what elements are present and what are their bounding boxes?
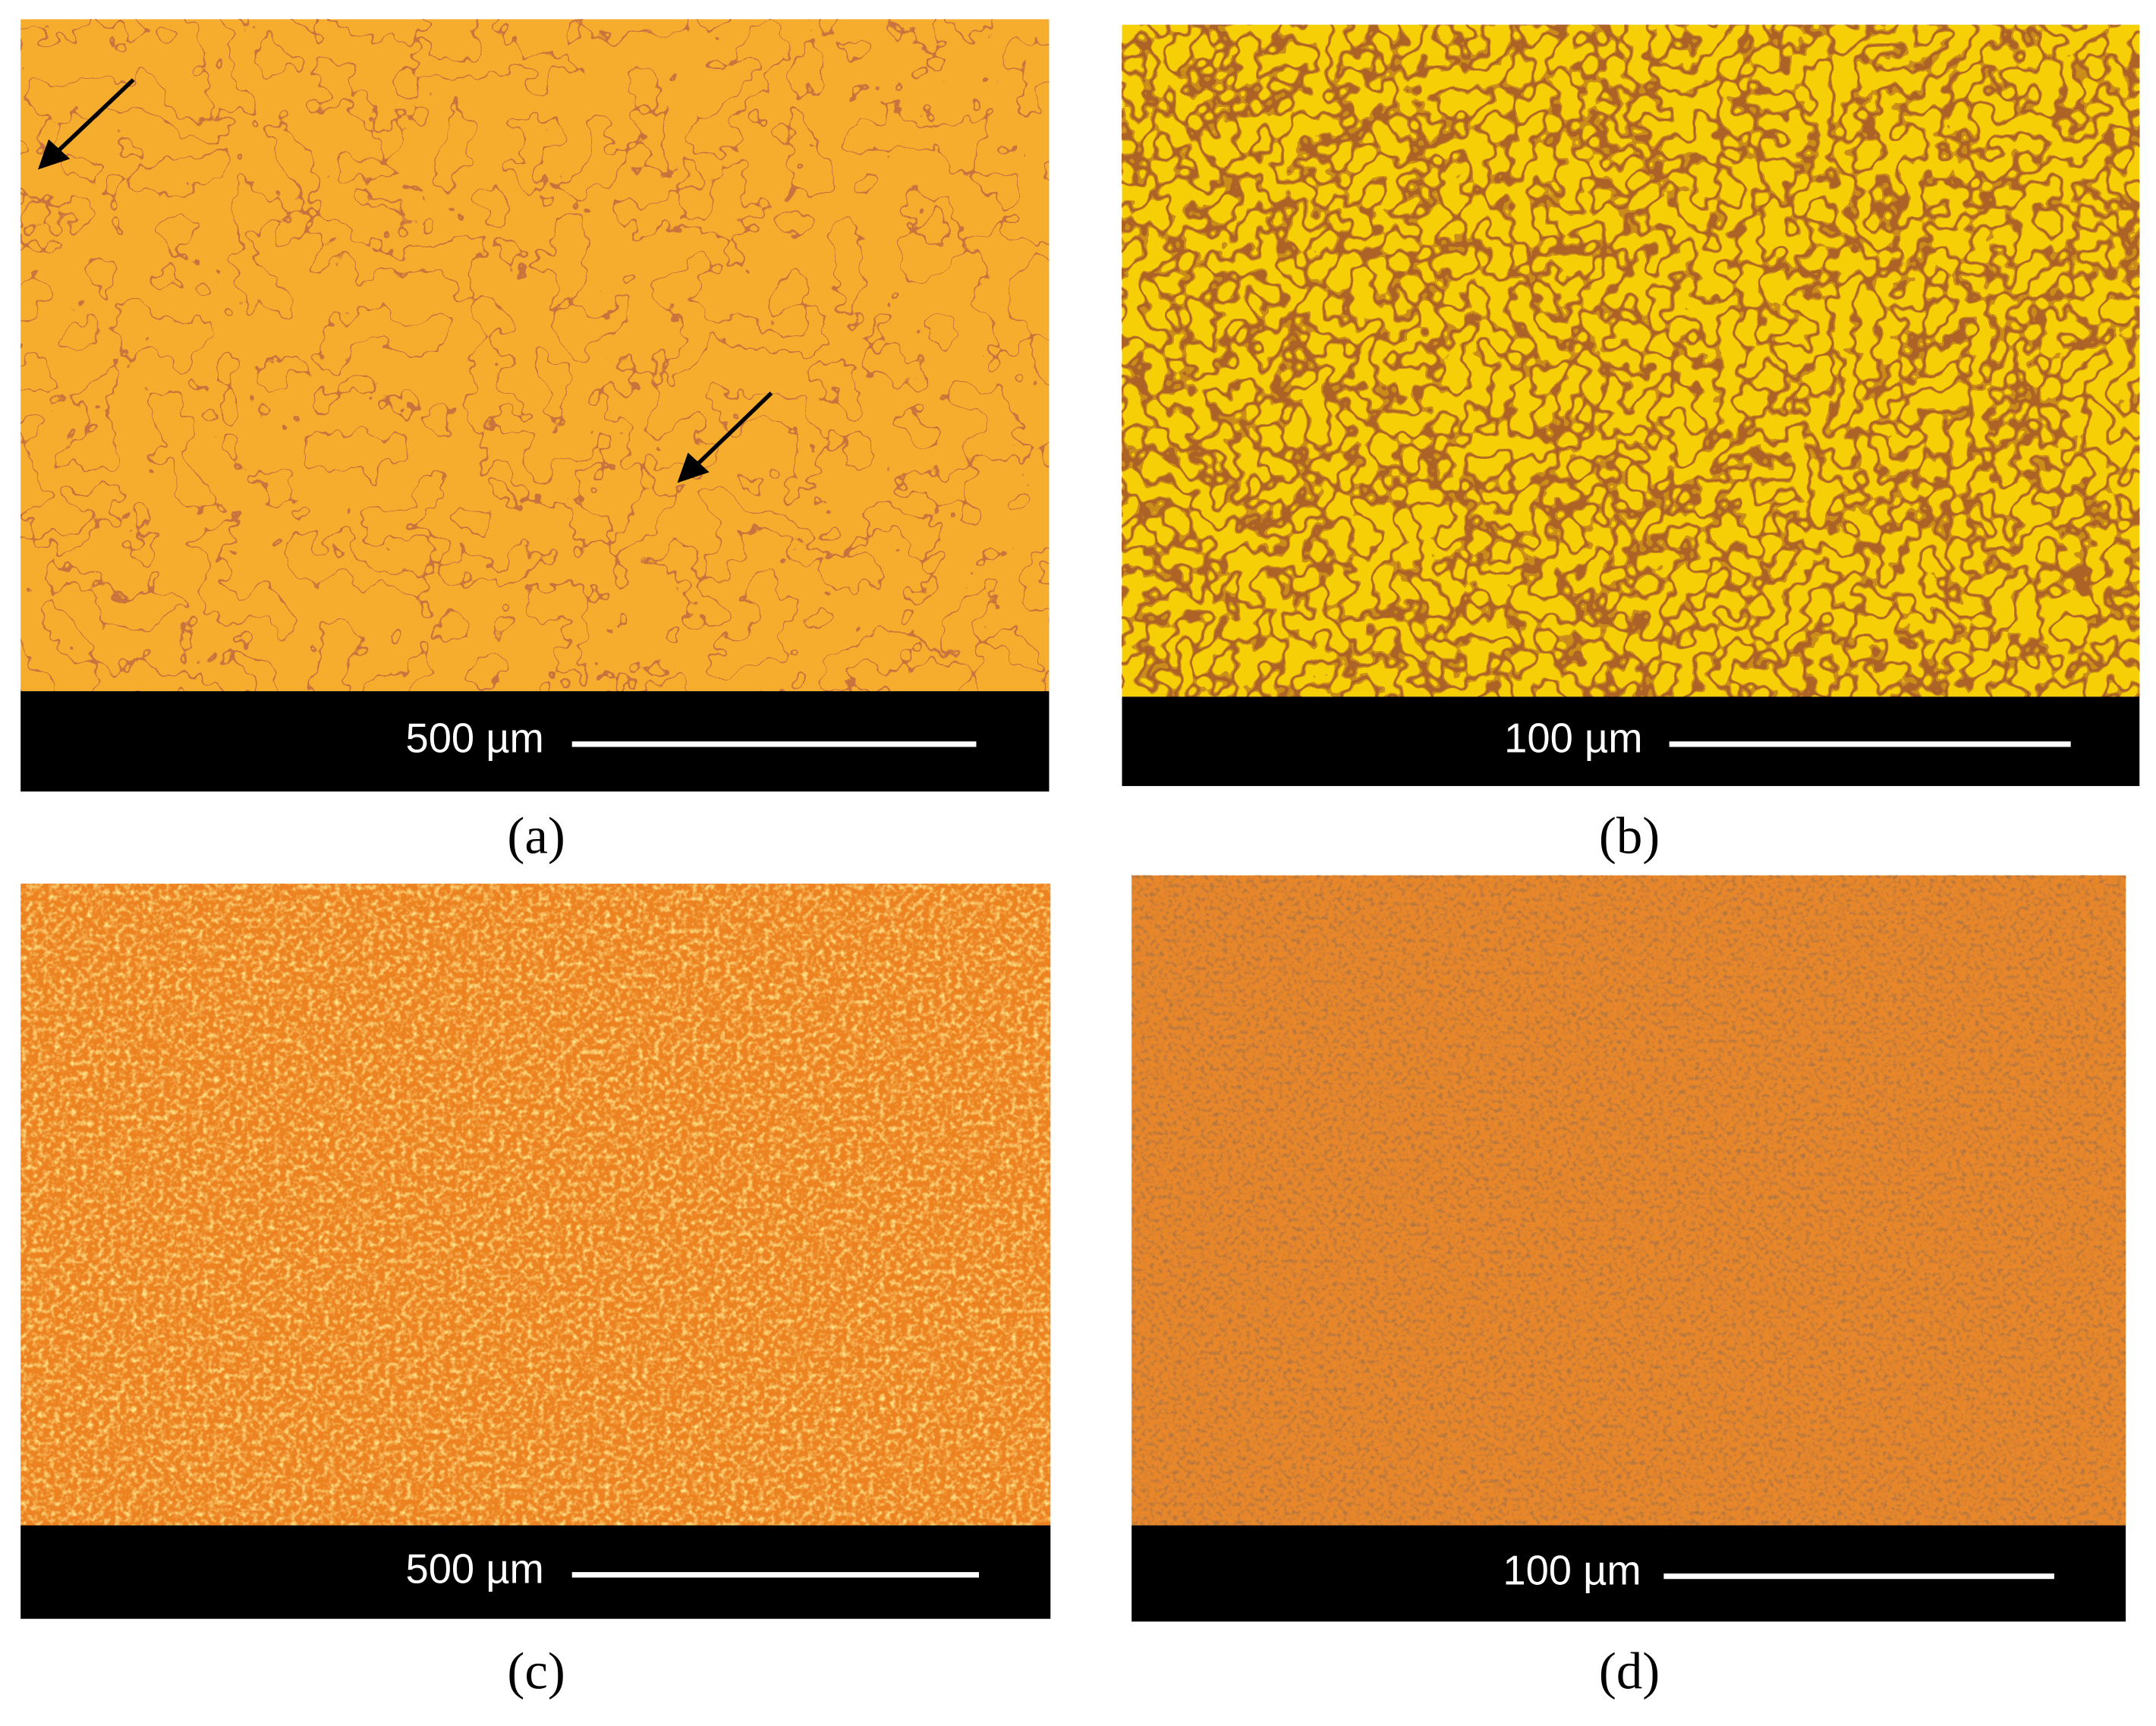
panel-label: (b) (1599, 806, 1660, 864)
scale-bar-label: 100 µm (1503, 1547, 1641, 1593)
micrograph-texture (1132, 875, 2126, 1526)
arrows (37, 78, 773, 483)
arrow-head (677, 452, 710, 483)
panel-label: (c) (507, 1643, 565, 1700)
arrow (53, 78, 135, 156)
arrow (693, 391, 773, 469)
micrograph-texture (20, 883, 1051, 1526)
arrow-head (37, 139, 71, 170)
panel-label: (a) (507, 806, 565, 864)
panel-label: (d) (1599, 1643, 1660, 1700)
micrograph-texture (20, 19, 1050, 692)
scale-bar-label: 100 µm (1504, 715, 1642, 762)
scale-bar-label: 500 µm (405, 1545, 543, 1592)
micrograph-texture (1122, 24, 2140, 697)
scale-bar-label: 500 µm (405, 715, 543, 762)
